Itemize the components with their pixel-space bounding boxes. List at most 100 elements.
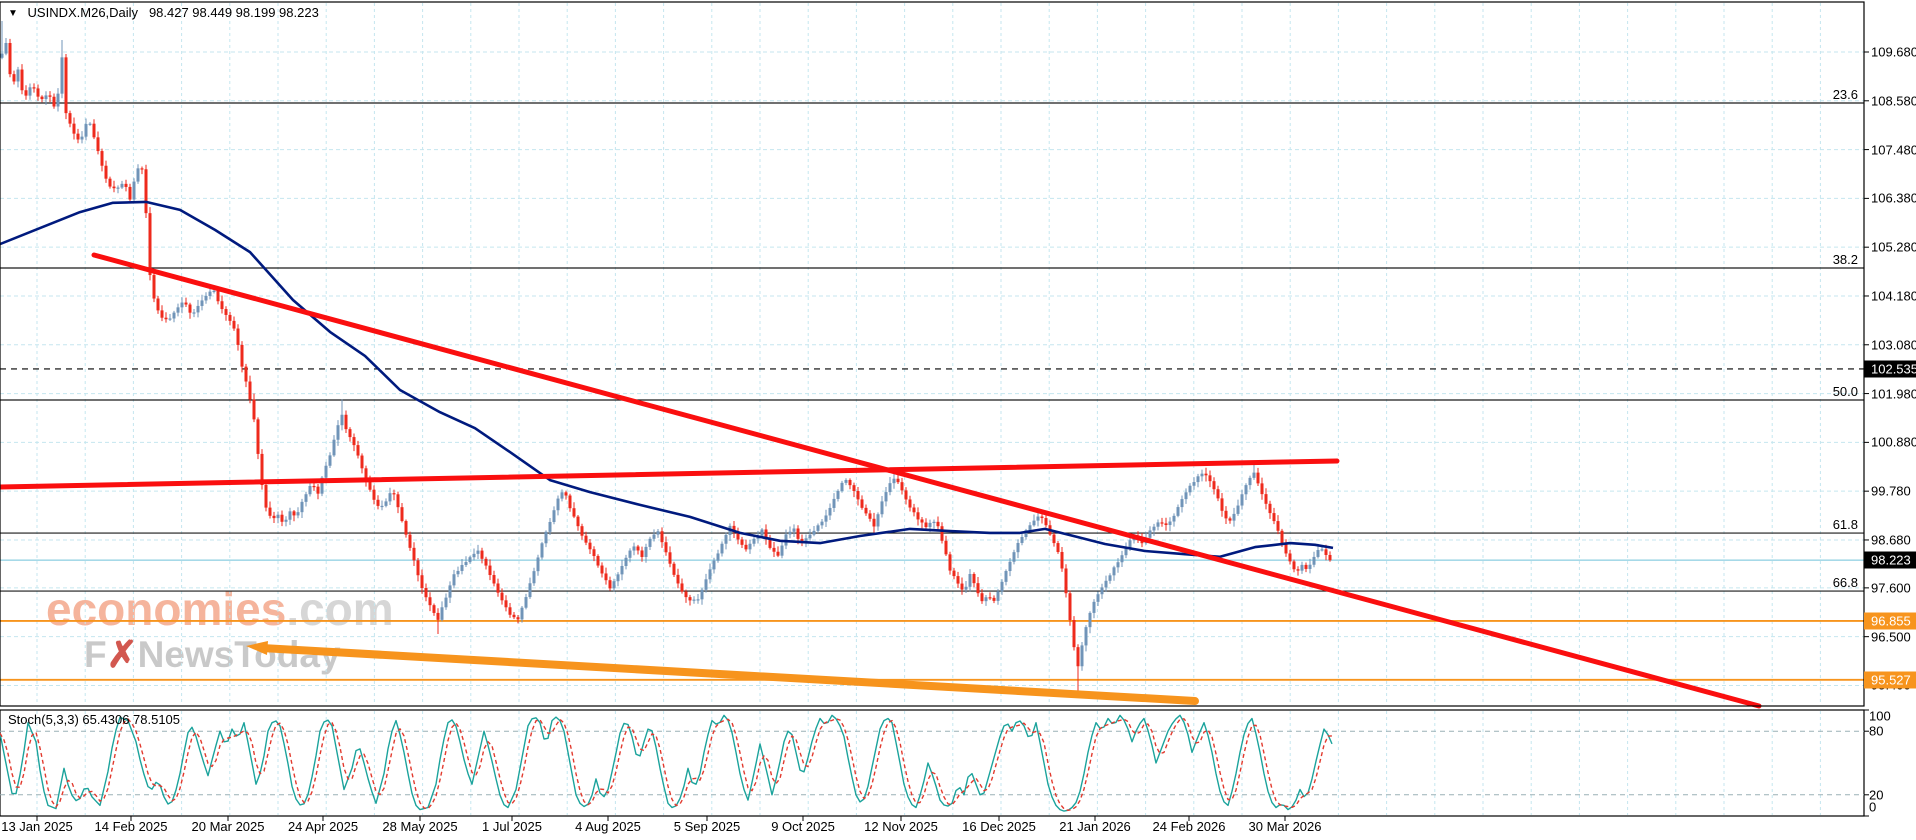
candle-body <box>740 539 744 545</box>
candle-body <box>1104 580 1108 588</box>
candle-body <box>952 570 956 577</box>
candle-body <box>552 510 556 522</box>
candle-body <box>496 583 500 593</box>
candle-body <box>1240 494 1244 506</box>
candle-body <box>1032 520 1036 526</box>
candle-body <box>244 366 248 382</box>
main-chart-border <box>0 1 1865 707</box>
candle-body <box>88 123 92 125</box>
candle-body <box>876 514 880 527</box>
candle-body <box>292 511 296 516</box>
candle-body <box>280 514 284 522</box>
candle-body <box>12 74 16 82</box>
candle-body <box>668 552 672 564</box>
candle-body <box>412 547 416 561</box>
candle-body <box>944 540 948 555</box>
candle-body <box>1124 548 1128 556</box>
candle-body <box>76 133 80 140</box>
candle-body <box>56 93 60 107</box>
candle-body <box>1284 543 1288 554</box>
candle-body <box>972 573 976 584</box>
candle-body <box>360 455 364 469</box>
candle-body <box>64 57 68 114</box>
candle-body <box>200 300 204 306</box>
candle-body <box>156 298 160 311</box>
candle-body <box>792 528 796 532</box>
candle-body <box>692 599 696 601</box>
candle-body <box>136 168 140 182</box>
candle-body <box>364 468 368 482</box>
candle-body <box>408 534 412 548</box>
candle-body <box>804 538 808 542</box>
candle-body <box>320 477 324 494</box>
candle-body <box>1212 481 1216 490</box>
candle-body <box>464 562 468 566</box>
candle-body <box>400 507 404 522</box>
candle-body <box>660 531 664 543</box>
candle-body <box>1068 593 1072 621</box>
candle-body <box>208 291 212 296</box>
candle-body <box>36 88 40 97</box>
candle-body <box>1028 525 1032 531</box>
candle-body <box>332 439 336 456</box>
candle-body <box>420 575 424 588</box>
candle-body <box>1060 551 1064 569</box>
candle-body <box>316 486 320 494</box>
candle-body <box>720 543 724 554</box>
stoch-panel-border <box>0 709 1865 817</box>
candle-body <box>240 344 244 367</box>
candle-body <box>148 213 152 276</box>
candle-body <box>380 505 384 508</box>
candle-body <box>192 312 196 314</box>
candle-body <box>268 507 272 516</box>
candle-body <box>312 486 316 488</box>
candle-body <box>260 453 264 486</box>
candle-body <box>252 399 256 420</box>
candle-body <box>228 314 232 321</box>
candle-body <box>1188 485 1192 493</box>
candle-body <box>1312 556 1316 565</box>
candle-body <box>1160 522 1164 524</box>
candle-body <box>816 525 820 531</box>
candle-body <box>404 521 408 535</box>
candle-body <box>912 507 916 513</box>
candle-body <box>532 571 536 584</box>
candle-body <box>520 607 524 620</box>
candle-body <box>1088 612 1092 628</box>
candle-body <box>1200 473 1204 477</box>
rising-resistance-line <box>0 458 1340 490</box>
candle-body <box>1020 537 1024 543</box>
candle-body <box>652 534 656 539</box>
candle-body <box>132 181 136 200</box>
candle-body <box>900 482 904 491</box>
candle-body <box>984 597 988 602</box>
candle-body <box>1076 647 1080 667</box>
candle-body <box>1072 620 1076 648</box>
candle-body <box>476 550 480 554</box>
candle-body <box>540 543 544 558</box>
candle-body <box>296 512 300 516</box>
candle-body <box>908 499 912 508</box>
candle-body <box>752 538 756 544</box>
candle-body <box>392 493 396 495</box>
candle-body <box>1272 513 1276 522</box>
candle-body <box>1256 472 1260 484</box>
stoch-k-line <box>0 714 1333 812</box>
candle-body <box>32 87 36 89</box>
candle-body <box>844 479 848 483</box>
candle-body <box>528 583 532 598</box>
candle-body <box>488 565 492 576</box>
candle-body <box>700 589 704 600</box>
candle-body <box>964 586 968 590</box>
candle-body <box>1184 492 1188 500</box>
candle-body <box>592 549 596 557</box>
candle-body <box>904 490 908 500</box>
candle-body <box>116 187 120 189</box>
candle-body <box>916 512 920 520</box>
candle-body <box>512 614 516 618</box>
candle-body <box>112 186 116 189</box>
candle-body <box>328 455 332 466</box>
candle-body <box>504 600 508 608</box>
